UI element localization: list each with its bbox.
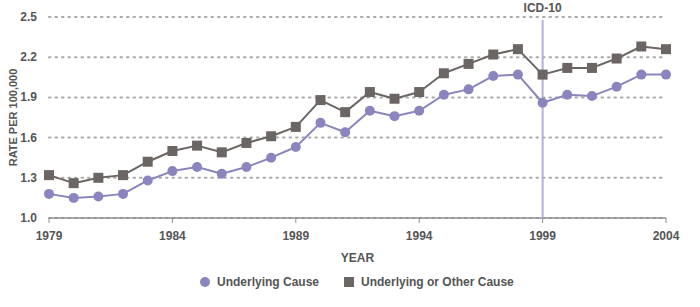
legend-key: [344, 277, 354, 287]
legend-key: [200, 277, 210, 287]
y-tick-label: 1.3: [20, 171, 37, 185]
series-marker: [414, 87, 424, 97]
y-tick-label: 2.5: [20, 10, 37, 24]
x-tick: [295, 218, 296, 223]
grid-line: [49, 137, 666, 139]
series-marker: [414, 106, 424, 116]
x-tick: [419, 218, 420, 223]
series-marker: [118, 170, 128, 180]
grid-line: [49, 217, 666, 219]
y-tick-label: 1.6: [20, 131, 37, 145]
series-marker: [587, 91, 597, 101]
series-marker: [241, 162, 251, 172]
grid: [49, 17, 666, 218]
series-marker: [587, 63, 597, 73]
y-tick-label: 1.9: [20, 90, 37, 104]
x-tick-label: 1999: [529, 229, 556, 243]
grid-line: [49, 16, 666, 18]
series-marker: [266, 153, 276, 163]
series-marker: [661, 44, 671, 54]
x-tick: [666, 218, 667, 223]
series-marker: [390, 94, 400, 104]
series-marker: [266, 131, 276, 141]
y-tick-label: 2.2: [20, 50, 37, 64]
series-marker: [636, 70, 646, 80]
x-axis: [49, 217, 666, 219]
series-marker: [315, 95, 325, 105]
series-marker: [513, 70, 523, 80]
series-marker: [464, 59, 474, 69]
series-marker: [439, 68, 449, 78]
legend-label: Underlying or Other Cause: [361, 275, 514, 289]
annotation-label: ICD-10: [524, 1, 562, 15]
series-marker: [167, 166, 177, 176]
series-marker: [315, 118, 325, 128]
legend: Underlying Cause Underlying or Other Caus…: [200, 275, 514, 289]
series-marker: [118, 189, 128, 199]
x-axis-title: YEAR: [341, 251, 375, 265]
x-tick: [49, 218, 50, 223]
x-tick: [172, 218, 173, 223]
grid-line: [49, 56, 666, 58]
annotation-line: [542, 20, 544, 218]
series-marker: [69, 193, 79, 203]
y-axis-title: RATE PER 100,000: [7, 69, 19, 167]
legend-label: Underlying Cause: [217, 275, 319, 289]
series-marker: [365, 106, 375, 116]
series-marker: [291, 142, 301, 152]
series-marker: [340, 107, 350, 117]
series-marker: [488, 71, 498, 81]
series-marker: [612, 54, 622, 64]
series-marker: [291, 122, 301, 132]
plot-data: [44, 41, 671, 202]
series-marker: [636, 41, 646, 51]
x-tick-label: 1979: [36, 229, 63, 243]
series-marker: [513, 44, 523, 54]
series-marker: [538, 98, 548, 108]
series-marker: [538, 70, 548, 80]
chart: 1.0 1.3 1.6 1.9 2.2 2.5 1979 1984 1989 1994 1999 20…: [0, 0, 700, 307]
series-marker: [390, 111, 400, 121]
x-tick-label: 1984: [159, 229, 186, 243]
y-tick-label: 1.0: [20, 211, 37, 225]
series-marker: [241, 138, 251, 148]
series-marker: [69, 178, 79, 188]
series-marker: [217, 169, 227, 179]
series-marker: [562, 90, 572, 100]
grid-line: [49, 96, 666, 98]
series-marker: [340, 127, 350, 137]
series-marker: [44, 189, 54, 199]
series-marker: [44, 170, 54, 180]
series-marker: [612, 82, 622, 92]
x-tick: [542, 218, 543, 223]
series-marker: [464, 84, 474, 94]
series-line: [49, 75, 666, 198]
series-marker: [192, 162, 202, 172]
series-marker: [167, 146, 177, 156]
series-marker: [93, 173, 103, 183]
series-marker: [562, 63, 572, 73]
series-marker: [217, 147, 227, 157]
series-marker: [488, 50, 498, 60]
x-tick-label: 2004: [653, 229, 680, 243]
x-tick-label: 1994: [406, 229, 433, 243]
series-marker: [192, 141, 202, 151]
grid-line: [49, 177, 666, 179]
series-marker: [143, 157, 153, 167]
series-marker: [93, 192, 103, 202]
series-marker: [439, 90, 449, 100]
series-marker: [365, 87, 375, 97]
series-line: [49, 46, 666, 183]
x-tick-label: 1989: [282, 229, 309, 243]
series-marker: [143, 175, 153, 185]
series-marker: [661, 70, 671, 80]
